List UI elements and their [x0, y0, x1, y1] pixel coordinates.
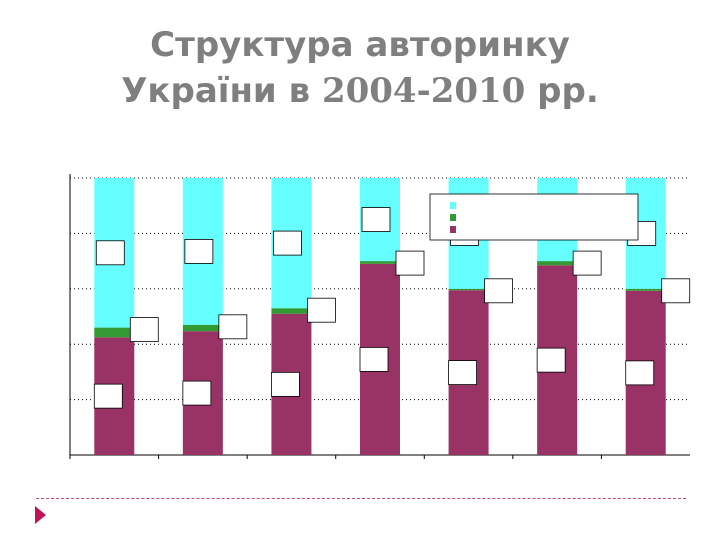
bar-segment-middle: [182, 324, 223, 332]
bullet-arrow-icon: [35, 506, 46, 524]
data-label-box: [93, 383, 123, 409]
data-label-box: [129, 317, 159, 342]
bar-segment-middle: [360, 261, 400, 264]
data-label-box: [484, 278, 513, 304]
legend-swatch: [450, 226, 456, 233]
data-label-box: [218, 314, 248, 340]
bar-segment-middle: [537, 261, 578, 266]
title-line-1: Структура авторинку: [150, 25, 570, 65]
data-label-box: [661, 278, 691, 304]
data-label-box: [271, 371, 300, 397]
data-label-box: [182, 380, 212, 406]
legend-swatch: [450, 214, 456, 221]
title-line-2: України в 2004-2010 рр.: [0, 68, 720, 114]
data-label-box: [572, 250, 602, 276]
bar-segment-middle: [94, 327, 135, 338]
legend-swatch: [450, 202, 456, 209]
title-line-2-text: України в: [121, 71, 322, 111]
title-line-2-suffix: рр.: [525, 71, 599, 111]
data-label-box: [359, 347, 389, 372]
bar-segment-middle: [448, 288, 489, 291]
data-label-box: [536, 347, 566, 373]
bar-segment-middle: [625, 288, 666, 291]
data-label-box: [625, 360, 655, 386]
stacked-bar-chart: [69, 174, 691, 459]
data-label-box: [95, 240, 125, 266]
title-years: 2004-2010: [321, 71, 526, 111]
data-label-box: [184, 239, 214, 264]
data-label-box: [448, 360, 477, 385]
legend-box: [429, 193, 639, 241]
data-label-box: [307, 297, 336, 323]
bar-segment-middle: [271, 308, 312, 314]
slide-title: Структура авторинку України в 2004-2010 …: [0, 22, 720, 114]
data-label-box: [361, 207, 391, 232]
data-label-box: [395, 250, 425, 276]
bottom-rule: [36, 498, 686, 499]
legend: [429, 193, 639, 241]
data-label-box: [273, 230, 302, 256]
